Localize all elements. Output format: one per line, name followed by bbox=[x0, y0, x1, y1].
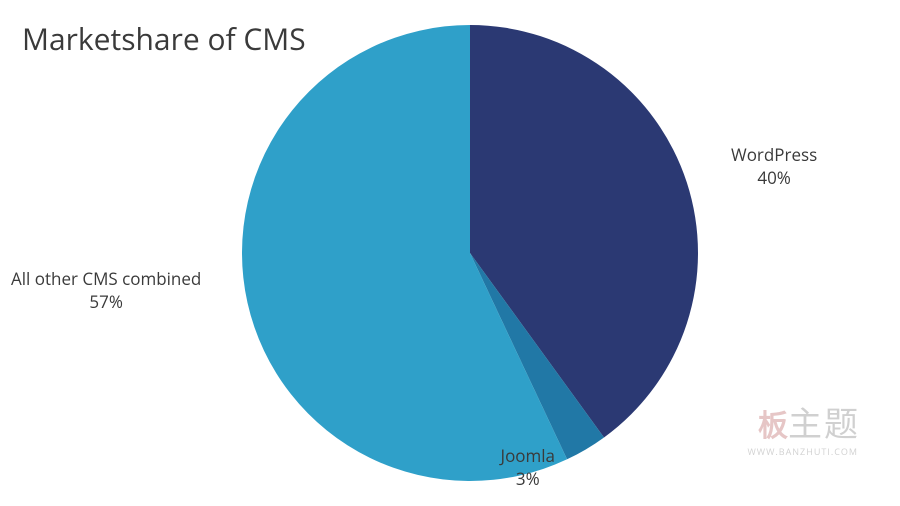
slice-label-percent-2: 57% bbox=[11, 291, 201, 314]
slice-label-percent-1: 3% bbox=[501, 468, 556, 491]
slice-label-1: Joomla3% bbox=[501, 445, 556, 491]
slice-label-name-2: All other CMS combined bbox=[11, 268, 201, 291]
slice-label-0: WordPress40% bbox=[731, 144, 817, 190]
slice-label-percent-0: 40% bbox=[731, 167, 817, 190]
slice-label-2: All other CMS combined57% bbox=[11, 268, 201, 314]
pie-chart bbox=[0, 0, 900, 506]
pie-chart-container: WordPress40% Joomla3% All other CMS combin… bbox=[0, 0, 900, 506]
slice-label-name-1: Joomla bbox=[501, 445, 556, 468]
slice-label-name-0: WordPress bbox=[731, 144, 817, 167]
